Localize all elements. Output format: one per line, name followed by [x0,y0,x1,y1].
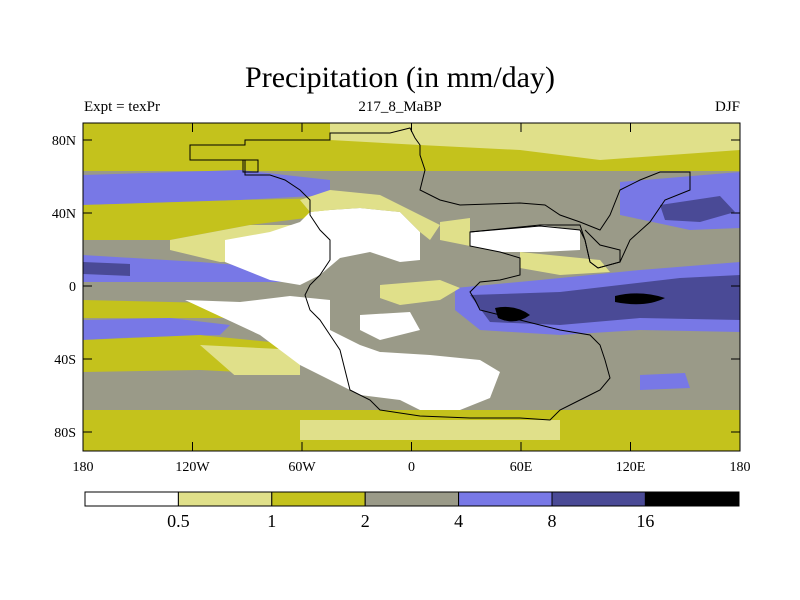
lon-label-60w: 60W [288,460,316,475]
lat-label-40s: 40S [54,353,76,368]
colorbar-label-2: 2 [361,511,370,531]
warm-pool-max [615,293,665,305]
experiment-label: Expt = texPr [84,99,160,115]
lon-label-60e: 60E [510,460,533,475]
season-label: DJF [714,99,740,115]
colorbar-swatch-3 [364,491,460,507]
map-plot [83,123,740,451]
colorbar-label-8: 8 [548,511,557,531]
band-trop-north [83,255,300,282]
colorbar-swatch-2 [271,491,366,507]
band-north-storm-core [660,196,735,222]
lon-label-120e: 120E [616,460,646,475]
dry-south-fringe [360,312,420,340]
dry-north-pale-fringe [300,190,440,240]
coastline [189,127,691,421]
colorbar-swatch-1 [177,491,273,507]
dry-north [225,208,420,285]
colorbar-swatch-0 [84,491,179,507]
colorbar-swatch-4 [458,491,553,507]
band-north-storm [83,170,330,205]
dry-east-fringe [440,218,470,246]
colorbar-label-4: 4 [454,511,463,531]
lat-label-40n: 40N [52,207,76,222]
map-title: Precipitation (in mm/day) [245,61,555,94]
small-island [242,159,259,173]
lon-label-120w: 120W [175,460,210,475]
colorbar-swatch-5 [551,491,646,507]
warm-pool-core [470,275,740,325]
band-north-yellow [83,198,330,240]
colorbar [84,491,740,507]
band-south-storm [83,318,230,340]
lat-label-80n: 80N [52,134,76,149]
lon-ticks [82,123,741,451]
inner-sea [469,224,621,269]
colorbar-label-16: 16 [636,511,654,531]
dry-pale-east [520,252,610,275]
dry-pale-equator [380,280,460,305]
lon-label-180w: 180 [73,460,94,475]
lat-label-0: 0 [69,280,76,295]
colorbar-label-1: 1 [267,511,276,531]
south-indian-blob [640,373,690,390]
colorbar-swatch-6 [644,491,740,507]
lon-label-0: 0 [408,460,415,475]
dry-east [470,225,580,252]
lat-ticks [83,139,740,433]
lon-label-180e: 180 [730,460,751,475]
lat-label-80s: 80S [54,426,76,441]
band-antarctic-pale [300,420,560,440]
time-label: 217_8_MaBP [358,99,442,115]
band-trop-north-core [83,262,130,276]
band-arctic-pale [330,123,740,160]
colorbar-label-0-5: 0.5 [167,511,190,531]
warm-pool-max-2 [495,306,530,322]
dry-south [185,296,500,410]
